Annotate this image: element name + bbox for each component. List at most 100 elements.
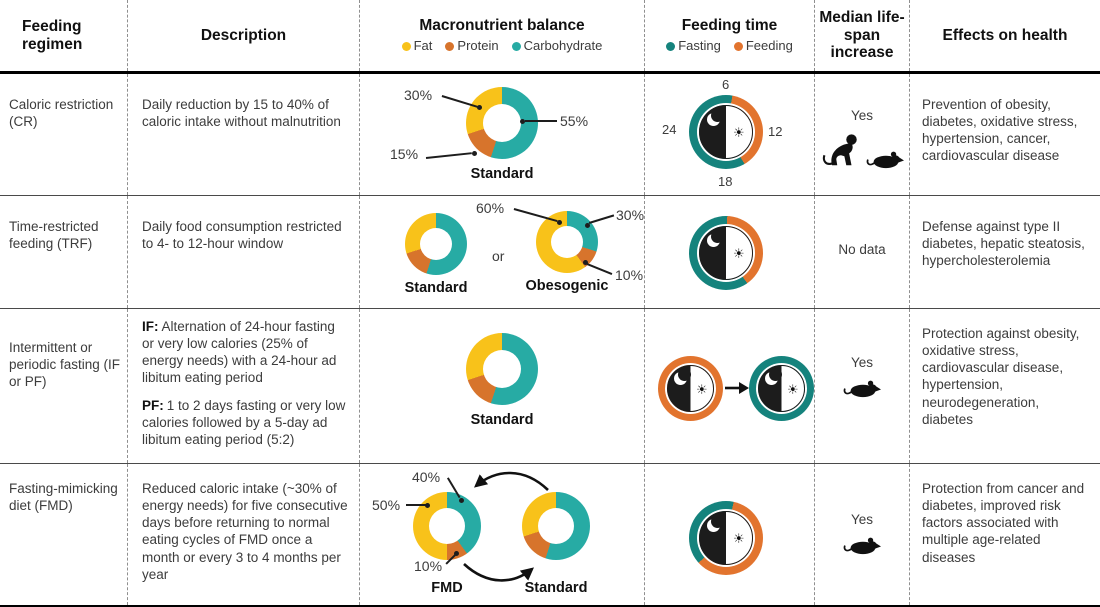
clock-face: ☀ bbox=[699, 511, 753, 565]
leader-dot bbox=[424, 502, 430, 508]
description-pf: PF: 1 to 2 days fasting or very low calor… bbox=[142, 397, 349, 448]
header-label: Feeding regimen bbox=[22, 17, 83, 53]
lifespan-cell: Yes bbox=[815, 74, 910, 195]
description-cell: Daily reduction by 15 to 40% of caloric … bbox=[128, 74, 360, 195]
regimen-cell: Time-restricted feeding (TRF) bbox=[0, 196, 128, 308]
description-cell: IF: Alternation of 24-hour fasting or ver… bbox=[128, 309, 360, 463]
regimen-text: Fasting-mimicking diet (FMD) bbox=[9, 481, 118, 514]
description-text: Alternation of 24-hour fasting or very l… bbox=[142, 319, 337, 386]
effects-cell: Protection from cancer and diabetes, imp… bbox=[910, 464, 1100, 605]
leader-dot bbox=[471, 150, 477, 156]
feeding-clock-eating-day: ☀ bbox=[658, 356, 723, 421]
donut-label: Obesogenic bbox=[525, 278, 609, 294]
description-text: Daily food consumption restricted to 4- … bbox=[142, 219, 342, 252]
effects-text: Defense against type II diabetes, hepati… bbox=[922, 219, 1085, 269]
if-label: IF: bbox=[142, 319, 159, 334]
effects-text: Prevention of obesity, diabetes, oxidati… bbox=[922, 97, 1078, 164]
clock-face: ☀ bbox=[699, 226, 753, 280]
header-label: Median life-span increase bbox=[819, 8, 905, 62]
percent-label-fat: 30% bbox=[404, 87, 433, 103]
fat-dot-icon bbox=[401, 42, 411, 52]
feeding-clock: ☀ bbox=[689, 216, 763, 290]
description-cell: Reduced caloric intake (~30% of energy n… bbox=[128, 464, 360, 605]
macro-cell: Standard 30% 15% 55% bbox=[360, 74, 645, 195]
leader-dot bbox=[556, 219, 562, 225]
donut-hole bbox=[483, 350, 521, 388]
header-label: Macronutrient balance bbox=[419, 16, 585, 34]
lifespan-cell: Yes bbox=[815, 464, 910, 605]
feeding-time-cell: ☀ ☀ bbox=[645, 309, 815, 463]
arrow-right-icon bbox=[725, 382, 749, 394]
pf-label: PF: bbox=[142, 397, 164, 413]
table-row-time-restricted-feeding: Time-restricted feeding (TRF) Daily food… bbox=[0, 195, 1100, 308]
header-lifespan: Median life-span increase bbox=[815, 0, 910, 71]
hour-label-18: 18 bbox=[718, 174, 733, 189]
clock-group: 6 12 18 24 ☀ bbox=[660, 74, 792, 195]
description-text: 1 to 2 days fasting or very low calories… bbox=[142, 397, 346, 447]
percent-label-fat: 50% bbox=[372, 497, 401, 513]
feeding-time-cell: ☀ bbox=[645, 196, 815, 308]
legend-item-carbohydrate: Carbohydrate bbox=[511, 38, 602, 54]
feeding-dot-icon bbox=[733, 42, 743, 52]
donut-hole bbox=[429, 508, 465, 544]
percent-label-carbohydrate: 40% bbox=[412, 469, 441, 485]
cycle-arrows-icon bbox=[463, 471, 549, 582]
sun-icon: ☀ bbox=[696, 383, 708, 398]
sun-icon: ☀ bbox=[733, 532, 745, 547]
donut-chart-obesogenic bbox=[536, 211, 598, 273]
legend-label: Fasting bbox=[678, 38, 721, 54]
regimen-cell: Fasting-mimicking diet (FMD) bbox=[0, 464, 128, 605]
mouse-icon bbox=[866, 151, 904, 169]
leader-line bbox=[425, 152, 472, 159]
cycle-arrow-top-icon bbox=[474, 471, 549, 491]
macro-cell: FMD Standard 40% 50% 10% bbox=[360, 464, 645, 605]
donut-hole bbox=[551, 226, 583, 258]
percent-label-protein: 10% bbox=[615, 267, 644, 283]
mouse-icon bbox=[843, 380, 881, 398]
sun-icon: ☀ bbox=[733, 247, 745, 262]
hour-label-24: 24 bbox=[662, 122, 677, 137]
fasting-dot-icon bbox=[666, 42, 676, 52]
macro-cell: Standard or Obesogenic 60% 30% 10% bbox=[360, 196, 645, 308]
percent-label-carbohydrate: 55% bbox=[560, 113, 589, 129]
macro-legend: Fat Protein Carbohydrate bbox=[401, 38, 602, 54]
feeding-time-cell: 6 12 18 24 ☀ bbox=[645, 74, 815, 195]
legend-label: Feeding bbox=[745, 38, 793, 54]
moon-icon bbox=[674, 368, 691, 385]
moon-icon bbox=[707, 230, 724, 247]
legend-item-fasting: Fasting bbox=[666, 38, 721, 54]
leader-dot bbox=[582, 259, 588, 265]
lifespan-text: Yes bbox=[850, 355, 874, 370]
legend-label: Protein bbox=[457, 38, 499, 54]
leader-line bbox=[525, 120, 557, 122]
donut-hole bbox=[420, 228, 452, 260]
table-row-fasting-mimicking-diet: Fasting-mimicking diet (FMD) Reduced cal… bbox=[0, 463, 1100, 605]
effects-text: Protection from cancer and diabetes, imp… bbox=[922, 481, 1085, 565]
description-text: Reduced caloric intake (~30% of energy n… bbox=[142, 481, 348, 582]
clock-face: ☀ bbox=[667, 365, 714, 412]
lifespan-text: Yes bbox=[850, 108, 874, 123]
donut-chart-standard bbox=[522, 492, 590, 560]
legend-label: Fat bbox=[413, 38, 433, 54]
donut-label: FMD bbox=[431, 580, 463, 596]
lifespan-text: No data bbox=[838, 242, 886, 257]
regimen-text: Caloric restriction (CR) bbox=[9, 97, 114, 130]
feeding-clock-fasting-day: ☀ bbox=[749, 356, 814, 421]
mouse-icon bbox=[843, 537, 881, 555]
table-header: Feeding regimen Description Macronutrien… bbox=[0, 0, 1100, 74]
animal-icons bbox=[815, 379, 909, 399]
donut-label: Standard bbox=[470, 412, 534, 428]
clock-face: ☀ bbox=[699, 105, 753, 159]
hour-label-12: 12 bbox=[768, 124, 783, 139]
lifespan-cell: Yes bbox=[815, 309, 910, 463]
donut-chart-standard bbox=[405, 213, 467, 275]
percent-label-protein: 10% bbox=[414, 558, 443, 574]
clock-face: ☀ bbox=[758, 365, 805, 412]
moon-icon bbox=[707, 109, 724, 126]
hour-label-6: 6 bbox=[722, 77, 730, 92]
description-if: IF: Alternation of 24-hour fasting or ver… bbox=[142, 318, 349, 387]
leader-line bbox=[588, 214, 615, 224]
description-text: Daily reduction by 15 to 40% of caloric … bbox=[142, 97, 341, 130]
header-label: Feeding time bbox=[681, 16, 778, 34]
carbohydrate-dot-icon bbox=[511, 42, 521, 52]
